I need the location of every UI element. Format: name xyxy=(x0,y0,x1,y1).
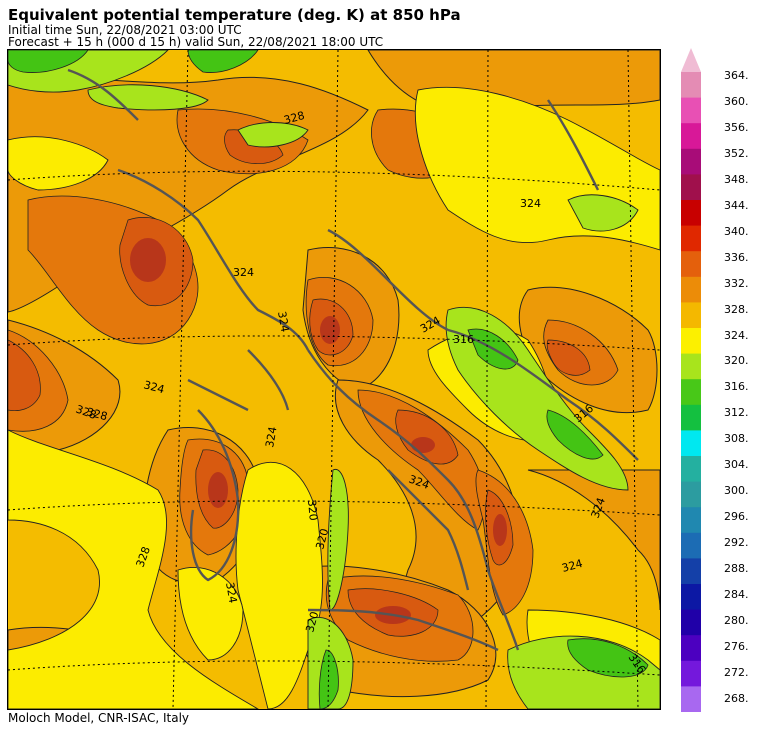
contour-label: 324 xyxy=(223,581,239,604)
legend-swatch xyxy=(681,148,701,175)
legend-label: 320. xyxy=(724,354,749,368)
legend-label: 288. xyxy=(724,562,749,576)
legend-swatch xyxy=(681,686,701,712)
legend-top-arrow xyxy=(681,48,701,72)
contour-label: 328 xyxy=(85,405,109,423)
contour-label: 324 xyxy=(520,197,541,210)
legend-label: 304. xyxy=(724,458,749,472)
legend-swatch xyxy=(681,609,701,636)
contour-label: 324 xyxy=(263,426,279,449)
legend-label: 292. xyxy=(724,536,749,550)
legend-label: 268. xyxy=(724,691,749,705)
legend-swatch xyxy=(681,532,701,559)
legend-swatch xyxy=(681,558,701,585)
legend-swatch xyxy=(681,174,701,201)
contour-label: 320 xyxy=(305,499,320,521)
contour-label: 328 xyxy=(282,109,306,127)
contour-label: 320 xyxy=(303,610,321,634)
legend-label: 312. xyxy=(724,406,749,420)
legend-swatch xyxy=(681,276,701,303)
legend-swatch xyxy=(681,302,701,329)
contour-label: 316 xyxy=(453,333,474,346)
legend-label: 332. xyxy=(724,276,749,290)
legend-swatch xyxy=(681,123,701,150)
legend-label: 272. xyxy=(724,665,749,679)
legend-swatch xyxy=(681,225,701,252)
coastlines xyxy=(67,68,639,652)
legend-swatch xyxy=(681,200,701,227)
legend-swatch xyxy=(681,353,701,380)
initial-time-label: Initial time Sun, 22/08/2021 03:00 UTC xyxy=(8,23,242,37)
contour-label: 324 xyxy=(275,310,291,333)
legend-label: 344. xyxy=(724,198,749,212)
forecast-validity-label: Forecast + 15 h (000 d 15 h) valid Sun, … xyxy=(8,35,384,49)
legend-swatch xyxy=(681,72,701,99)
legend-label: 352. xyxy=(724,146,749,160)
model-credit: Moloch Model, CNR-ISAC, Italy xyxy=(8,711,190,725)
contour-label: 324 xyxy=(142,378,166,396)
legend-swatch xyxy=(681,507,701,534)
legend-label: 328. xyxy=(724,302,749,316)
legend-label: 300. xyxy=(724,484,749,498)
legend-label: 336. xyxy=(724,250,749,264)
legend-label: 364. xyxy=(724,69,749,82)
legend-swatch xyxy=(681,584,701,611)
legend-label: 280. xyxy=(724,613,749,627)
legend-swatch xyxy=(681,251,701,278)
legend-label: 340. xyxy=(724,224,749,238)
legend-swatch xyxy=(681,97,701,124)
legend-swatch xyxy=(681,430,701,457)
legend-label: 276. xyxy=(724,639,749,653)
legend-label: 348. xyxy=(724,172,749,186)
legend-label: 284. xyxy=(724,588,749,601)
legend-swatch xyxy=(681,328,701,355)
legend-swatch xyxy=(681,404,701,431)
legend-label: 356. xyxy=(724,120,749,134)
color-legend-bar xyxy=(681,48,701,712)
contour-label: 324 xyxy=(560,557,584,575)
legend-label: 324. xyxy=(724,328,749,342)
contour-label: 320 xyxy=(313,527,331,551)
legend-swatch xyxy=(681,456,701,483)
legend-label: 316. xyxy=(724,380,749,394)
legend-label: 296. xyxy=(724,510,749,524)
legend-swatch xyxy=(681,635,701,662)
field-312-regions xyxy=(8,50,649,709)
legend-label: 308. xyxy=(724,432,749,446)
theta-e-map: 328 328 324 324 324 324 324 324 324 324 … xyxy=(8,50,660,709)
legend-swatch xyxy=(681,481,701,508)
legend-swatch xyxy=(681,379,701,406)
legend-swatch xyxy=(681,660,701,687)
map-title: Equivalent potential temperature (deg. K… xyxy=(8,6,461,24)
graticule xyxy=(8,50,660,709)
field-340-hotspots xyxy=(130,238,507,624)
map-panel: 328 328 324 324 324 324 324 324 324 324 … xyxy=(7,49,661,710)
legend-label: 360. xyxy=(724,94,749,108)
contour-label: 324 xyxy=(233,266,254,279)
